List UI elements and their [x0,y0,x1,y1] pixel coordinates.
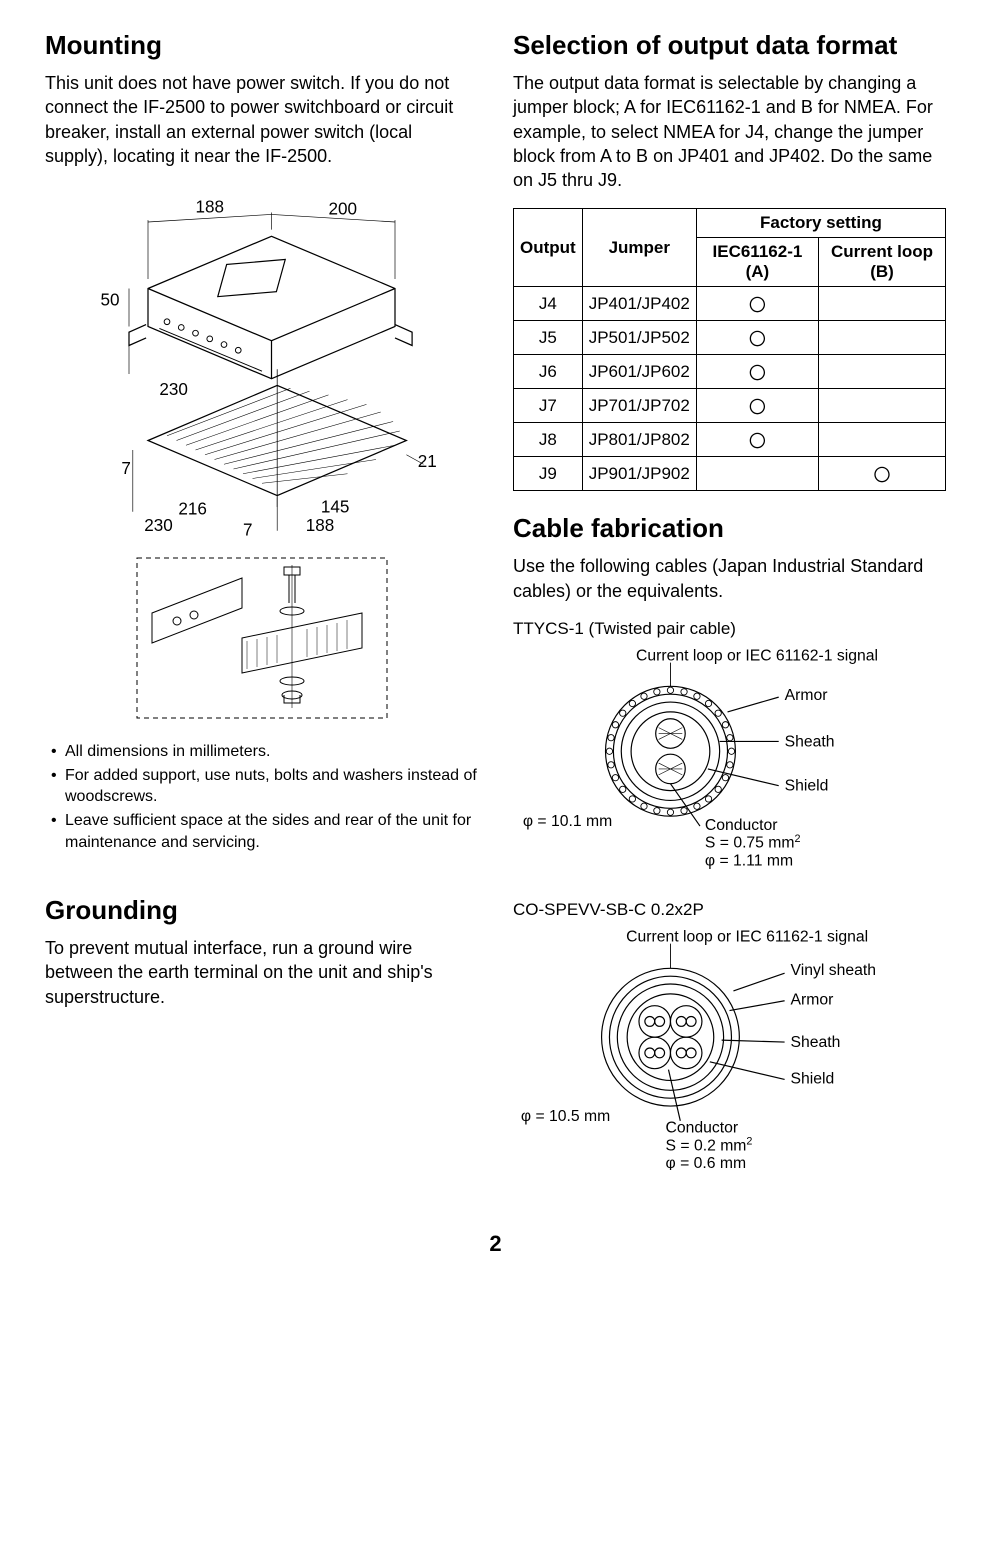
selection-title: Selection of output data format [513,30,946,61]
table-row: J4JP401/JP402〇 [514,287,946,321]
c2-shield: Shield [791,1071,835,1088]
dim-188b: 188 [305,516,334,535]
bolt-detail-drawing [132,553,392,723]
mounting-title: Mounting [45,30,478,61]
cable-title: Cable fabrication [513,513,946,544]
dim-21: 21 [417,452,436,471]
dim-50: 50 [100,291,119,310]
c2-vinyl: Vinyl sheath [791,963,876,980]
grounding-body: To prevent mutual interface, run a groun… [45,936,478,1009]
note-2: For added support, use nuts, bolts and w… [65,765,478,808]
col-iec: IEC61162-1 (A) [696,238,818,287]
c1-armor: Armor [785,687,828,704]
right-column: Selection of output data format The outp… [513,30,946,1201]
c1-dia: φ = 10.1 mm [523,813,612,830]
c2-cond3: φ = 0.6 mm [666,1155,747,1170]
dim-7a: 7 [121,459,131,478]
left-column: Mounting This unit does not have power s… [45,30,478,1201]
col-factory: Factory setting [696,209,945,238]
dim-7b: 7 [243,521,253,540]
note-1: All dimensions in millimeters. [65,741,270,763]
c1-cond1: Conductor [705,817,778,834]
mounting-drawing: 188 200 50 230 7 21 216 230 145 188 7 [72,184,452,545]
c1-sheath: Sheath [785,733,835,750]
dim-230b: 230 [144,516,173,535]
table-row: J6JP601/JP602〇 [514,355,946,389]
dim-200: 200 [328,200,357,219]
c2-sheath: Sheath [791,1034,841,1051]
col-loop: Current loop (B) [819,238,946,287]
c1-cond3: φ = 1.11 mm [705,852,793,869]
dim-188a: 188 [195,198,224,217]
cable1-diagram: Current loop or IEC 61162-1 signal Armor… [513,643,946,869]
c2-signal: Current loop or IEC 61162-1 signal [626,929,868,946]
dim-145: 145 [320,498,349,517]
c2-armor: Armor [791,992,834,1009]
cable1-name: TTYCS-1 (Twisted pair cable) [513,619,946,639]
c2-cond2: S = 0.2 mm [666,1138,747,1155]
table-row: J8JP801/JP802〇 [514,423,946,457]
dim-216: 216 [178,500,207,519]
table-row: J5JP501/JP502〇 [514,321,946,355]
mounting-body: This unit does not have power switch. If… [45,71,478,168]
mounting-notes: •All dimensions in millimeters. •For add… [45,741,478,853]
table-row: J7JP701/JP702〇 [514,389,946,423]
cable2-name: CO-SPEVV-SB-C 0.2x2P [513,900,946,920]
col-jumper: Jumper [582,209,696,287]
cable2-diagram: Current loop or IEC 61162-1 signal Vinyl… [513,924,946,1170]
c2-dia: φ = 10.5 mm [521,1108,610,1125]
table-row: J9JP901/JP902〇 [514,457,946,491]
c1-signal: Current loop or IEC 61162-1 signal [636,648,878,665]
two-column-layout: Mounting This unit does not have power s… [45,30,946,1201]
grounding-title: Grounding [45,895,478,926]
selection-body: The output data format is selectable by … [513,71,946,192]
svg-text:S = 0.75 mm2: S = 0.75 mm2 [705,833,801,852]
c1-cond2: S = 0.75 mm [705,835,795,852]
note-3: Leave sufficient space at the sides and … [65,810,478,853]
cable-body: Use the following cables (Japan Industri… [513,554,946,603]
col-output: Output [514,209,583,287]
jumper-table: Output Jumper Factory setting IEC61162-1… [513,208,946,491]
dim-230a: 230 [159,380,188,399]
c1-shield: Shield [785,778,829,795]
page-number: 2 [45,1231,946,1257]
svg-text:S = 0.2 mm2: S = 0.2 mm2 [666,1136,753,1155]
c2-cond1: Conductor [666,1120,739,1137]
